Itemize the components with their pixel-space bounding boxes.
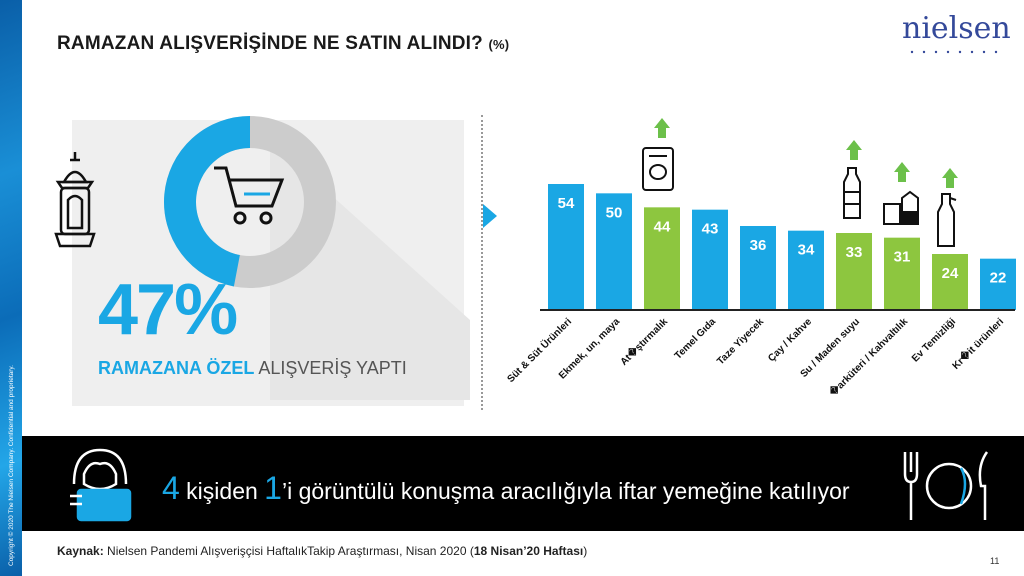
source-label: Kaynak: [57,544,104,558]
bar-value-label: 24 [942,265,959,282]
bar-value-label: 43 [702,221,719,238]
donut-svg [54,116,470,400]
bar-2 [644,207,680,310]
banner-num1: 4 [162,470,180,506]
donut-subtitle: RAMAZANA ÖZEL ALIŞVERİŞ YAPTI [98,358,407,379]
deli-icon [883,190,919,225]
page-number: 11 [990,556,1000,566]
up-arrow-icon [894,162,910,182]
divider-line [481,115,483,410]
up-arrow-icon [846,140,862,160]
water-bottle-icon [843,167,861,219]
info-banner: 4 kişiden 1’i görüntülü konuşma aracılığ… [22,436,1024,531]
cleaning-bottle-icon [937,193,957,247]
lantern-icon [54,152,96,248]
logo-dots [910,50,998,54]
up-arrow-icon [942,168,958,188]
category-tick-label: Çay / Kahve [766,316,814,364]
logo-text: nielsen [902,11,1011,46]
bar-3 [692,209,728,310]
pointer-arrow-icon [483,204,497,228]
category-tick-label: Taze Yiyecek [715,316,766,367]
bar-8 [932,254,968,310]
bar-9 [980,258,1016,310]
plate-cutlery-icon [903,451,989,520]
bar-1 [596,193,632,310]
bar-7 [884,237,920,310]
source-bold: 18 Nisan’20 Haftası [473,544,584,558]
bar-value-label: 34 [798,242,815,259]
bar-value-label: 33 [846,244,863,261]
left-decor-strip: Copyright © 2020 The Nielsen Company. Co… [0,0,22,576]
banner-text2: ’i görüntülü konuşma aracılığıyla iftar … [281,478,850,504]
page-title: RAMAZAN ALIŞVERİŞİNDE NE SATIN ALINDI? (… [57,33,509,55]
donut-chart [164,116,336,288]
category-tick-label: �arküteri / Kahvaltılık [826,315,911,400]
nielsen-logo: nielsen [902,12,1011,54]
donut-sub-highlight: RAMAZANA ÖZEL [98,358,255,378]
banner-text1: kişiden [179,478,265,504]
source-end: ) [583,544,588,558]
category-tick-label: Ev Temizliği [910,316,958,364]
video-call-person-icon [70,448,132,522]
bar-4 [740,226,776,310]
donut-value: 47% [98,270,238,350]
title-text: RAMAZAN ALIŞVERİŞİNDE NE SATIN ALINDI? [57,33,483,54]
category-tick-label: Temel Gıda [673,316,719,362]
source-note: Kaynak: Nielsen Pandemi Alışverişçisi Ha… [57,544,587,558]
up-arrow-icon [654,118,670,138]
category-tick-label: Kr�it ürünleri [949,315,1006,372]
donut-sub-rest: ALIŞVERİŞ YAPTI [258,358,407,378]
donut-value-segment [164,116,251,287]
bar-value-label: 36 [750,237,767,254]
banner-num2: 1 [264,470,282,506]
shopping-cart-icon [214,166,285,225]
bar-0 [548,184,584,310]
banner-message: 4 kişiden 1’i görüntülü konuşma aracılığ… [162,470,850,507]
title-unit: (%) [488,37,510,52]
category-tick-label: At�ştırmalık [617,315,670,368]
bar-5 [788,230,824,310]
source-text: Nielsen Pandemi Alışverişçisi HaftalıkTa… [103,544,474,558]
snack-bag-icon [642,147,674,191]
bar-6 [836,233,872,310]
bar-value-label: 22 [990,270,1007,287]
bar-value-label: 50 [606,204,623,221]
bar-value-label: 54 [558,195,575,212]
bar-value-label: 44 [654,218,671,235]
bar-value-label: 31 [894,249,911,266]
